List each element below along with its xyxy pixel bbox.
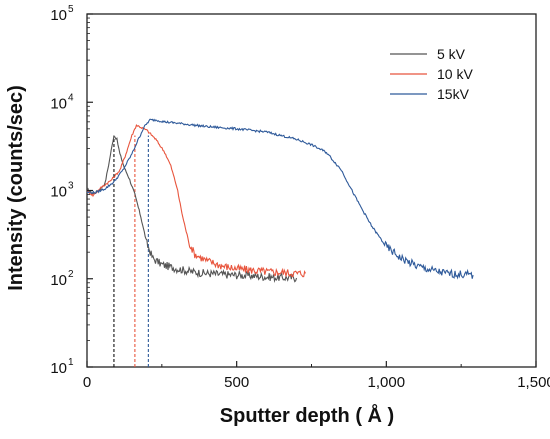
y-tick-label: 10 — [50, 272, 67, 289]
y-tick-label: 10 — [50, 360, 67, 377]
y-tick-exponent: 4 — [68, 92, 74, 103]
marker-lines — [113, 135, 149, 367]
y-tick-label: 10 — [50, 7, 67, 24]
x-tick-label: 500 — [224, 374, 249, 391]
series-line-2 — [86, 123, 306, 278]
y-tick-exponent: 2 — [68, 269, 74, 280]
legend-label: 15kV — [437, 86, 470, 102]
y-axis-title: Intensity (counts/sec) — [5, 85, 27, 291]
legend: 5 kV 10 kV 15kV — [390, 46, 473, 102]
series-line-1 — [86, 135, 298, 283]
series-line-3 — [86, 118, 474, 280]
y-tick-label: 10 — [50, 184, 67, 201]
legend-label: 10 kV — [437, 66, 473, 82]
x-axis-title: Sputter depth ( Å ) — [220, 403, 394, 427]
legend-label: 5 kV — [437, 46, 466, 62]
y-tick-label: 10 — [50, 95, 67, 112]
y-tick-exponent: 5 — [68, 4, 74, 15]
y-tick-exponent: 1 — [68, 357, 74, 368]
series-lines — [86, 118, 474, 283]
y-tick-exponent: 3 — [68, 181, 74, 192]
x-tick-label: 1,000 — [368, 374, 406, 391]
x-tick-label: 0 — [83, 374, 91, 391]
x-tick-label: 1,500 — [517, 374, 550, 391]
